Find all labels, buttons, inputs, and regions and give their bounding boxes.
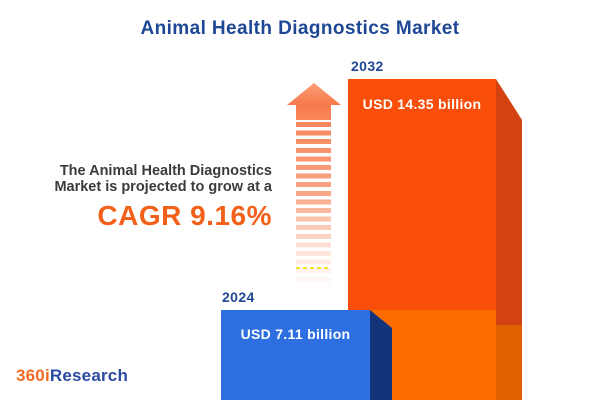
bar-2032-face-upper (348, 79, 496, 310)
logo-prefix: 360i (16, 366, 50, 385)
growth-arrow-neck (296, 104, 331, 120)
description-line-2: Market is projected to grow at a (54, 179, 272, 195)
growth-arrow-fade (294, 122, 333, 296)
bar-2032: USD 14.35 billion (348, 79, 522, 400)
bar-2024: USD 7.11 billion (221, 310, 392, 400)
page-title: Animal Health Diagnostics Market (140, 18, 460, 39)
bar-2032-year-label: 2032 (351, 58, 384, 74)
description-line-1: The Animal Health Diagnostics (59, 163, 272, 179)
bar-2032-side-lower (496, 325, 522, 400)
bar-2032-value-label: USD 14.35 billion (362, 96, 482, 112)
description-block: The Animal Health Diagnostics Market is … (20, 163, 272, 232)
company-logo: 360iResearch (16, 366, 128, 386)
yellow-dashed-line (296, 267, 331, 269)
logo-suffix: Research (49, 366, 129, 385)
bar-2024-year-label: 2024 (222, 289, 255, 305)
bar-2024-side (370, 310, 392, 400)
growth-arrow-up-icon (287, 83, 341, 105)
bar-2032-side-upper (496, 79, 522, 325)
bar-2024-face (221, 310, 370, 400)
cagr-value: CAGR 9.16% (97, 200, 272, 231)
bar-2024-value-label: USD 7.11 billion (240, 326, 351, 342)
